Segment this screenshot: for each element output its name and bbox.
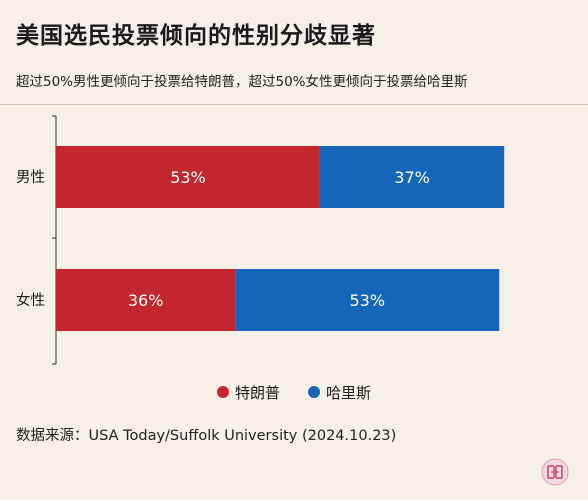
bar-segment xyxy=(56,146,320,208)
bar-segment xyxy=(56,269,236,331)
data-label: 37% xyxy=(394,168,430,187)
category-label: 男性 xyxy=(16,169,45,186)
legend-item-harris: 哈里斯 xyxy=(308,382,371,403)
chart-subtitle: 超过50%男性更倾向于投票给特朗普，超过50%女性更倾向于投票给哈里斯 xyxy=(16,74,468,90)
bar-chart: 男性 53% 37% 女性 36% 53% xyxy=(16,115,505,365)
source-note: 数据来源：USA Today/Suffolk University (2024.… xyxy=(16,428,397,444)
data-label: 36% xyxy=(128,291,164,310)
legend: 特朗普 哈里斯 xyxy=(0,380,588,404)
chart-title: 美国选民投票倾向的性别分歧显著 xyxy=(16,23,376,49)
data-label: 53% xyxy=(170,168,206,187)
legend-label-trump: 特朗普 xyxy=(234,383,280,402)
legend-swatch-trump xyxy=(216,386,229,398)
legend-item-trump: 特朗普 xyxy=(216,382,280,403)
legend-label-harris: 哈里斯 xyxy=(326,383,372,402)
bar-segment xyxy=(235,269,500,331)
logo-icon xyxy=(541,458,569,486)
legend-swatch-harris xyxy=(308,386,320,398)
data-label: 53% xyxy=(349,291,385,310)
category-label: 女性 xyxy=(16,291,45,309)
title-divider xyxy=(0,104,588,105)
bar-segment xyxy=(319,146,505,208)
